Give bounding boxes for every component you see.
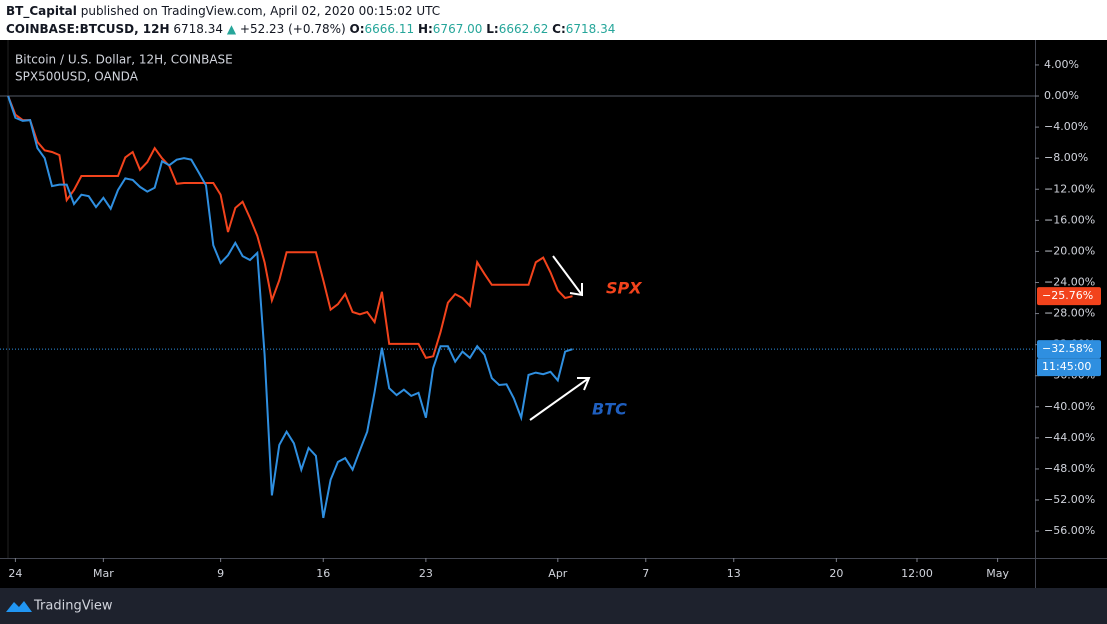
legend-entry: SPX500USD, OANDA xyxy=(15,70,139,84)
x-tick-label: 7 xyxy=(642,567,649,580)
x-tick-label: 16 xyxy=(316,567,330,580)
x-tick-label: 23 xyxy=(419,567,433,580)
last-value-label: −25.76% xyxy=(1042,289,1093,302)
legend-entry: Bitcoin / U.S. Dollar, 12H, COINBASE xyxy=(15,53,233,67)
ohlc-value: 6767.00 xyxy=(432,22,483,36)
y-tick-label: −12.00% xyxy=(1044,182,1095,195)
symbol-line: COINBASE:BTCUSD, 12H 6718.34 ▲ +52.23 (+… xyxy=(6,20,1107,38)
ohlc-label: C: xyxy=(552,22,566,36)
y-tick-label: −28.00% xyxy=(1044,307,1095,320)
x-tick-label: 9 xyxy=(217,567,224,580)
x-tick-label: Mar xyxy=(93,567,114,580)
up-arrow: ▲ xyxy=(226,22,237,36)
y-tick-label: −4.00% xyxy=(1044,120,1088,133)
ohlc-label: H: xyxy=(417,22,433,36)
x-tick-label: 20 xyxy=(829,567,843,580)
ohlc-value: 6718.34 xyxy=(565,22,616,36)
arrowhead xyxy=(577,377,591,391)
x-tick-label: 24 xyxy=(8,567,22,580)
logo xyxy=(6,601,32,612)
price: 6718.34 xyxy=(173,22,224,36)
x-tick-label: Apr xyxy=(548,567,568,580)
ohlc-value: 6662.62 xyxy=(498,22,549,36)
y-tick-label: −20.00% xyxy=(1044,244,1095,257)
arrowhead xyxy=(569,283,583,297)
countdown: 11:45:00 xyxy=(1042,360,1091,373)
symbol: COINBASE:BTCUSD, 12H xyxy=(6,22,170,36)
x-tick-label: May xyxy=(986,567,1009,580)
annotation: SPX xyxy=(606,279,642,298)
y-tick-label: −8.00% xyxy=(1044,151,1088,164)
y-tick-label: −16.00% xyxy=(1044,213,1095,226)
footer-background xyxy=(0,588,1107,624)
header: BT_Capital published on TradingView.com,… xyxy=(0,0,1107,40)
x-tick-label: 13 xyxy=(727,567,741,580)
last-value-tag xyxy=(1037,287,1101,306)
ohlc-label: L: xyxy=(486,22,499,36)
x-tick-label: 12:00 xyxy=(901,567,933,580)
arrow xyxy=(529,377,590,421)
ohlc-label: O: xyxy=(349,22,365,36)
publish-line: BT_Capital published on TradingView.com,… xyxy=(6,0,1107,20)
last-value-label: −32.58% xyxy=(1042,342,1093,355)
arrow xyxy=(552,255,583,296)
y-tick-label: −56.00% xyxy=(1044,524,1095,537)
y-tick-label: −52.00% xyxy=(1044,493,1095,506)
y-tick-label: 4.00% xyxy=(1044,58,1079,71)
published: published on TradingView.com, April 02, … xyxy=(80,4,441,18)
series-line xyxy=(7,95,573,519)
ohlc-value: 6666.11 xyxy=(364,22,415,36)
last-value-tag xyxy=(1037,340,1101,359)
chart-background xyxy=(0,40,1107,588)
chart: Bitcoin / U.S. Dollar, 12H, COINBASE SPX… xyxy=(0,40,1107,624)
y-tick-label: −40.00% xyxy=(1044,400,1095,413)
y-tick-label: 0.00% xyxy=(1044,89,1079,102)
countdown-tag xyxy=(1037,358,1101,377)
y-tick-label: −48.00% xyxy=(1044,462,1095,475)
y-tick-label: −24.00% xyxy=(1044,275,1095,288)
logo-shape xyxy=(6,601,32,612)
change: +52.23 (+0.78%) xyxy=(239,22,346,36)
brand: TradingView xyxy=(33,599,113,614)
annotation: BTC xyxy=(592,400,627,419)
author: BT_Capital xyxy=(6,4,77,18)
series-line xyxy=(7,95,573,360)
y-tick-label: −44.00% xyxy=(1044,431,1095,444)
